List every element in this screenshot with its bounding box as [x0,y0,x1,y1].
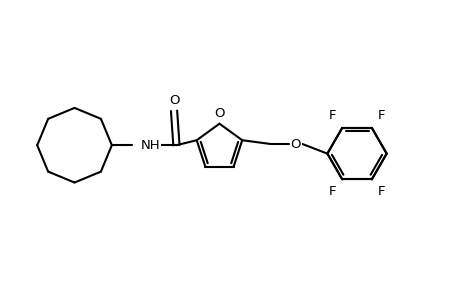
Text: F: F [377,185,384,198]
Text: NH: NH [140,139,160,152]
Text: F: F [377,110,384,122]
Text: F: F [328,110,336,122]
Text: O: O [214,107,224,120]
Text: O: O [168,94,179,107]
Text: F: F [328,185,336,198]
Text: O: O [290,137,300,151]
